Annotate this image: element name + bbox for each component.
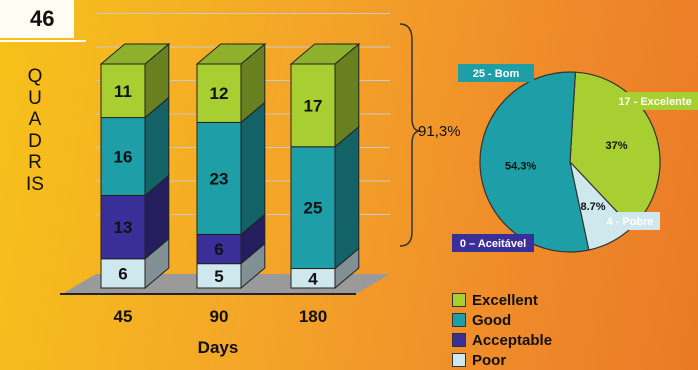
bracket-total-label: 91,3% bbox=[418, 123, 461, 140]
bar-acceptable-45 bbox=[100, 194, 146, 260]
pie-callout-label-acceptable: 0 – Aceitável bbox=[460, 238, 526, 250]
bar-value-label: 16 bbox=[114, 148, 133, 167]
bar-value-label: 11 bbox=[114, 82, 132, 101]
slide-number-badge bbox=[0, 0, 74, 38]
bar-value-label: 17 bbox=[304, 96, 323, 115]
legend-label-acceptable: Acceptable bbox=[472, 331, 553, 349]
bar-top-45 bbox=[99, 43, 171, 65]
pie-slice-excellent bbox=[569, 71, 661, 229]
bar-top-90 bbox=[195, 43, 267, 65]
bar-value-label: 5 bbox=[214, 267, 223, 286]
bar-excellent-180 bbox=[290, 63, 336, 148]
pie-callout-box-acceptable bbox=[452, 234, 534, 252]
pie-callout-box-poor bbox=[600, 212, 660, 230]
bar-side-good-90 bbox=[240, 101, 266, 236]
legend-item-acceptable: Acceptable bbox=[452, 330, 552, 350]
legend-item-good: Good bbox=[452, 310, 552, 330]
bar-top-180 bbox=[289, 43, 361, 65]
pie-callout-label-good: 25 - Bom bbox=[473, 68, 520, 80]
bar-value-label: 12 bbox=[210, 84, 229, 103]
bar-value-label: 6 bbox=[214, 240, 223, 259]
vertical-title: QUADRIS bbox=[26, 66, 44, 195]
pie-percent-label: 54.3% bbox=[505, 161, 536, 173]
legend-label-good: Good bbox=[472, 311, 512, 329]
pie-percent-label: 37% bbox=[606, 140, 628, 152]
legend-label-excellent: Excellent bbox=[472, 291, 538, 309]
bracket bbox=[399, 23, 421, 247]
bar-value-label: 25 bbox=[304, 199, 323, 218]
header-rule bbox=[0, 40, 86, 42]
pie-percent-label: 8.7% bbox=[580, 201, 605, 213]
x-tick-label: 180 bbox=[299, 307, 327, 326]
x-tick-label: 45 bbox=[114, 307, 133, 326]
legend-swatch-poor bbox=[452, 353, 466, 367]
bar-good-45 bbox=[100, 117, 146, 196]
pie-callout-label-poor: 4 - Pobre bbox=[606, 216, 653, 228]
bar-value-label: 4 bbox=[308, 269, 318, 288]
legend-label-poor: Poor bbox=[472, 351, 507, 369]
legend-swatch-excellent bbox=[452, 293, 466, 307]
x-axis-label: Days bbox=[198, 338, 239, 357]
pie-slice-good bbox=[479, 71, 590, 253]
legend-item-poor: Poor bbox=[452, 350, 552, 370]
bar-excellent-90 bbox=[196, 63, 242, 123]
pie-callout-label-excellent: 17 - Excelente bbox=[618, 96, 691, 108]
bar-value-label: 6 bbox=[118, 264, 127, 283]
pie-callout-box-good bbox=[458, 64, 534, 82]
legend-swatch-good bbox=[452, 313, 466, 327]
slide-number: 46 bbox=[30, 6, 55, 31]
x-tick-label: 90 bbox=[210, 307, 229, 326]
legend-item-excellent: Excellent bbox=[452, 290, 552, 310]
pie-callout-box-excellent bbox=[612, 92, 698, 110]
bar-good-90 bbox=[196, 121, 242, 235]
bar-value-label: 23 bbox=[210, 169, 229, 188]
bar-poor-90 bbox=[196, 263, 242, 289]
legend-swatch-acceptable bbox=[452, 333, 466, 347]
bar-good-180 bbox=[290, 146, 336, 270]
legend: Excellent Good Acceptable Poor bbox=[452, 290, 552, 370]
bar-value-label: 13 bbox=[114, 218, 133, 237]
bar-acceptable-90 bbox=[196, 233, 242, 265]
bar-side-good-180 bbox=[334, 125, 360, 270]
